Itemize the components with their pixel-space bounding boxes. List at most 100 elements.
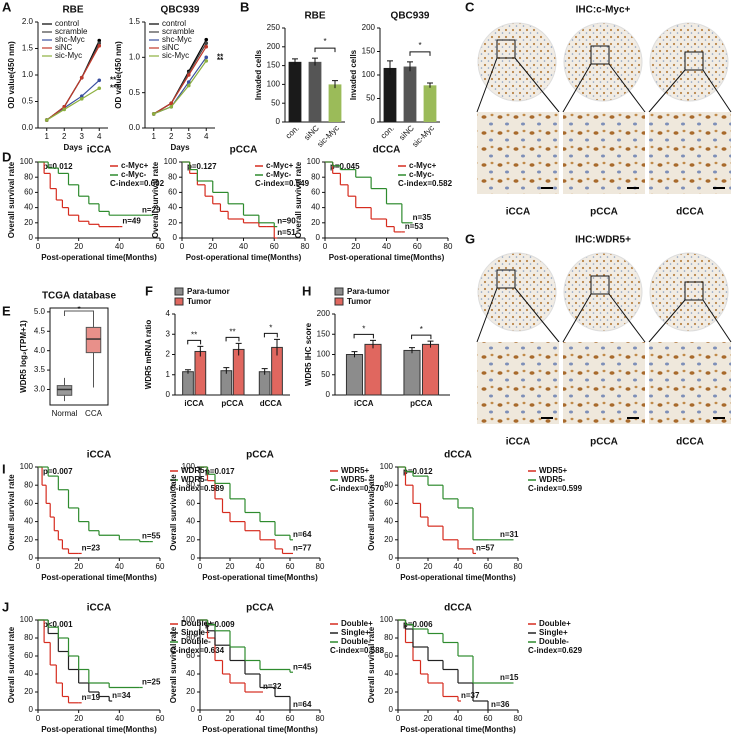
p-value: p<0.001 [43, 620, 73, 629]
legend-label: Single+ [539, 628, 568, 637]
x-tick-label: 60 [484, 714, 493, 723]
y-tick-label: 80 [168, 172, 177, 181]
y-tick-label: 50 [321, 370, 330, 379]
x-axis-label: Post-operational time(Months) [41, 573, 157, 582]
legend-label: Double- [539, 637, 569, 646]
legend-swatch [334, 297, 344, 306]
zoom-line [648, 299, 686, 343]
legend-label: Double+ [341, 619, 373, 628]
x-tick-label: 80 [316, 562, 325, 571]
x-tick-label: 60 [286, 714, 295, 723]
legend-label: siNC [162, 43, 180, 52]
y-tick-label: 0.5 [129, 88, 141, 97]
x-tick-label: pCCA [221, 399, 243, 408]
ihc-label: iCCA [506, 437, 530, 448]
y-tick-label: 0.0 [129, 123, 141, 132]
error-bar [235, 342, 242, 356]
bar [308, 61, 322, 122]
x-tick-label: 4 [97, 132, 102, 141]
point [204, 41, 209, 45]
x-tick-label: 0 [198, 714, 203, 723]
zoom-line [648, 69, 686, 113]
x-tick-label: 80 [514, 562, 523, 571]
y-tick-label: 0 [173, 233, 178, 242]
x-tick-label: 40 [382, 242, 391, 251]
zoom-image [563, 112, 645, 194]
significance: ** [229, 327, 235, 336]
c-index: C-index=0.599 [528, 484, 583, 493]
chart-title: pCCA [246, 603, 274, 614]
significance: * [420, 325, 423, 334]
legend-label: siNC [55, 43, 73, 52]
zoom-line [608, 63, 646, 113]
legend-label: Tumor [347, 297, 371, 306]
x-tick-label: 40 [256, 562, 265, 571]
zoom-line [608, 293, 646, 343]
y-tick-label: 150 [317, 329, 331, 338]
panel-label: D [2, 149, 11, 164]
panel-label: H [302, 283, 311, 298]
significance: * [418, 41, 421, 50]
point [62, 107, 67, 112]
point [79, 75, 84, 80]
y-tick-label: 0 [389, 553, 394, 562]
y-axis-label: Overall survival rate [169, 474, 178, 551]
point [186, 83, 191, 88]
zoom-line [514, 287, 560, 343]
y-tick-label: 1.0 [129, 52, 141, 61]
zoom-image [649, 342, 731, 424]
bar [220, 370, 233, 396]
y-tick-label: 4.0 [34, 346, 46, 355]
significance: * [77, 305, 80, 314]
point [169, 105, 174, 109]
y-axis-label: Overall survival rate [7, 161, 16, 238]
y-tick-label: 60 [168, 188, 177, 197]
legend-label: c-Myc+ [121, 161, 149, 170]
x-tick-label: 2 [62, 132, 67, 141]
ihc-title: IHC:WDR5+ [575, 235, 631, 246]
y-tick-label: 0.0 [22, 123, 34, 132]
c-index: C-index=0.602 [110, 179, 165, 188]
legend-swatch [334, 287, 344, 296]
error-bar [197, 345, 204, 357]
x-tick-label: 40 [239, 242, 248, 251]
y-tick-label: 100 [20, 615, 34, 624]
point [44, 118, 49, 122]
x-tick-label: 20 [208, 242, 217, 251]
y-axis-label: Overall survival rate [7, 474, 16, 551]
y-tick-label: 60 [311, 188, 320, 197]
n-label: n=90 [277, 217, 296, 226]
point [169, 101, 174, 106]
bracket [411, 334, 432, 340]
y-tick-label: 2 [166, 350, 171, 359]
bar [288, 61, 302, 122]
error-bar [312, 57, 318, 66]
x-tick-label: 40 [115, 714, 124, 723]
legend-swatch [174, 297, 184, 306]
y-tick-label: 40 [384, 669, 393, 678]
c-index: C-index=0.588 [330, 646, 385, 655]
y-tick-label: 40 [384, 517, 393, 526]
p-value: p=0.012 [43, 162, 73, 171]
y-tick-label: 80 [186, 633, 195, 642]
y-tick-label: 1.5 [22, 44, 34, 53]
legend-label: WDR5+ [341, 466, 370, 475]
ihc-label: dCCA [676, 207, 704, 218]
series-line [46, 45, 100, 121]
y-tick-label: 1.0 [22, 70, 34, 79]
chart-title: QBC939 [161, 5, 200, 16]
chart-title: dCCA [373, 145, 401, 156]
x-axis-label: Post-operational time(Months) [41, 725, 157, 734]
x-axis-label: Post-operational time(Months) [41, 253, 157, 262]
legend-label: WDR5- [181, 475, 208, 484]
y-tick-label: 60 [384, 499, 393, 508]
point [97, 78, 102, 83]
significance: ** [217, 56, 224, 65]
y-axis-label: WDR5 log₂(TPM+1) [19, 320, 28, 393]
bracket [187, 339, 202, 345]
zoom-image [563, 342, 645, 424]
zoom-line [562, 63, 592, 113]
legend-label: Single+ [181, 628, 210, 637]
significance: ** [217, 52, 224, 61]
